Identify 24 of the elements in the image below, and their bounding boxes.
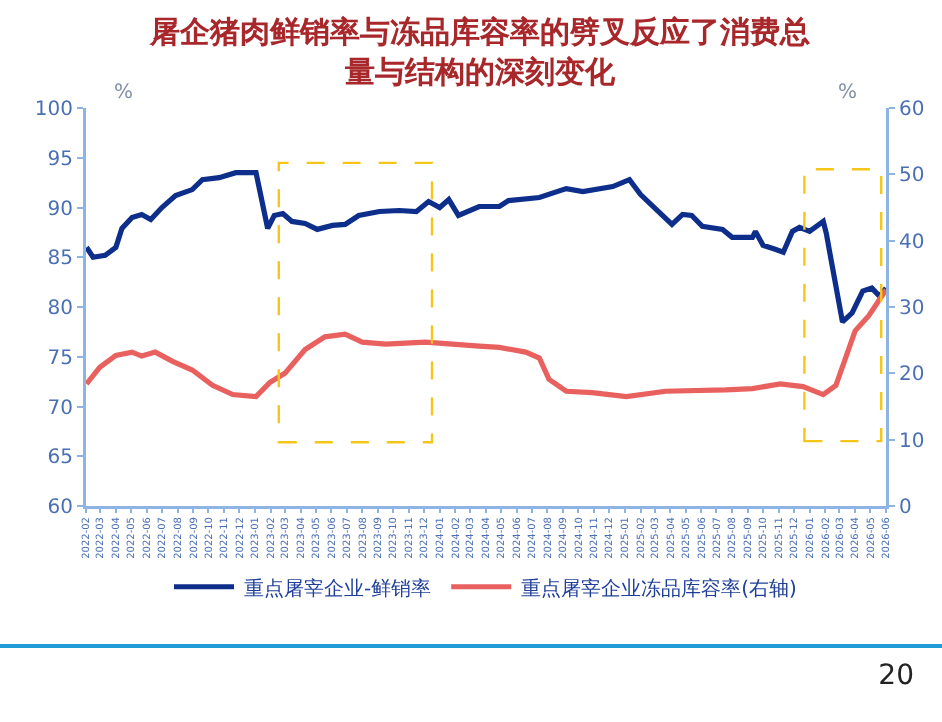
y2-axis-title: % [838, 82, 858, 104]
y-tick-label: 60 [47, 497, 73, 519]
y2-tick-label: 20 [899, 364, 925, 387]
y-tick-label: 90 [47, 198, 73, 221]
y-axis-title: % [114, 82, 134, 104]
y-tick-label: 80 [47, 298, 73, 320]
y-tick-label: 85 [47, 248, 73, 271]
y-tick-label: 65 [47, 447, 73, 470]
text: 20 [878, 660, 914, 692]
y2-tick-label: 60 [899, 99, 925, 121]
y-tick-label: 70 [47, 397, 73, 420]
line-series [86, 287, 886, 400]
y2-tick-label: 40 [899, 231, 925, 254]
line-series [86, 170, 886, 325]
y2-tick-label: 0 [899, 497, 912, 519]
y-tick-label: 100 [34, 99, 73, 121]
y2-tick-label: 30 [899, 298, 925, 320]
legend-label: 重点屠宰企业-鲜销率 [244, 576, 432, 601]
legend-label: 重点屠宰企业冻品库容率(右轴) [521, 576, 798, 601]
y2-tick-label: 10 [899, 430, 925, 453]
y-tick-label: 95 [47, 148, 73, 171]
y2-tick-label: 50 [899, 165, 925, 188]
y-tick-label: 75 [47, 347, 73, 370]
chart-title: 屠企猪肉鲜销率与冻品库容率的劈叉反应了消费总量与结构的深刻变化 [147, 12, 812, 92]
